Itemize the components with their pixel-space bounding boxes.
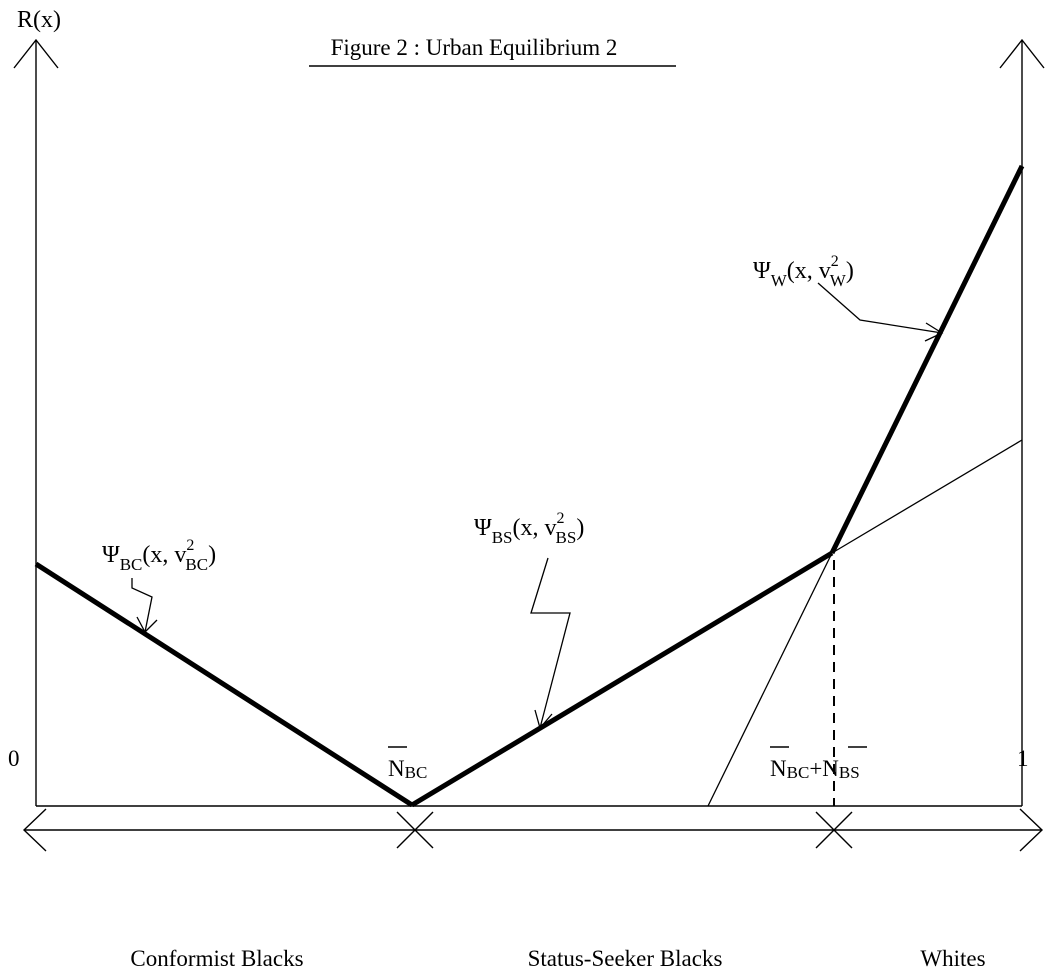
psi-w-pointer-arrow: [817, 282, 944, 342]
psi-bc-curve: [34, 561, 414, 808]
right-axis: [999, 38, 1045, 806]
zone-label-whites: Whites: [920, 946, 985, 971]
x-tick-zero: 0: [8, 746, 20, 771]
x-tick-n-bc: NBC: [388, 746, 427, 782]
figure-title: Figure 2 : Urban Equilibrium 2: [331, 35, 618, 60]
x-tick-n-bc-plus-n-bs: NBC+NBS: [770, 746, 867, 782]
y-axis-label: R(x): [17, 7, 61, 33]
psi-bs-pointer-arrow: [530, 557, 571, 730]
zone-label-status-seeker: Status-Seeker Blacks: [528, 946, 723, 971]
psi-bc-label: ΨBC(x, v2 BC): [102, 537, 216, 574]
psi-w-curve: [829, 164, 1025, 555]
bid-rent-extension-line: [831, 439, 1023, 554]
left-axis: [13, 38, 59, 806]
svg-text:NBC: NBC: [388, 756, 427, 782]
psi-bs-label: ΨBS(x, v2 BS): [474, 510, 584, 547]
population-zones-arrow: [22, 808, 1044, 852]
psi-w-label: ΨW(x, v2 W): [753, 253, 854, 290]
svg-text:NBC+NBS: NBC+NBS: [770, 756, 860, 782]
whites-bid-rent-extension-line: [707, 552, 833, 807]
zone-label-conformist: Conformist Blacks: [130, 946, 303, 971]
psi-bc-pointer-arrow: [131, 578, 158, 634]
x-tick-one: 1: [1017, 746, 1029, 771]
psi-bs-curve: [410, 550, 834, 808]
